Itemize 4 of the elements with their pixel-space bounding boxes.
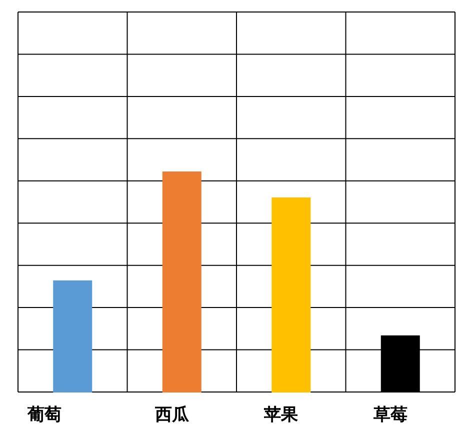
x-tick-label: 西瓜 (154, 405, 190, 425)
x-tick-label: 苹果 (263, 405, 300, 425)
x-tick-label: 葡萄 (26, 405, 62, 425)
x-tick-label: 草莓 (372, 405, 408, 425)
